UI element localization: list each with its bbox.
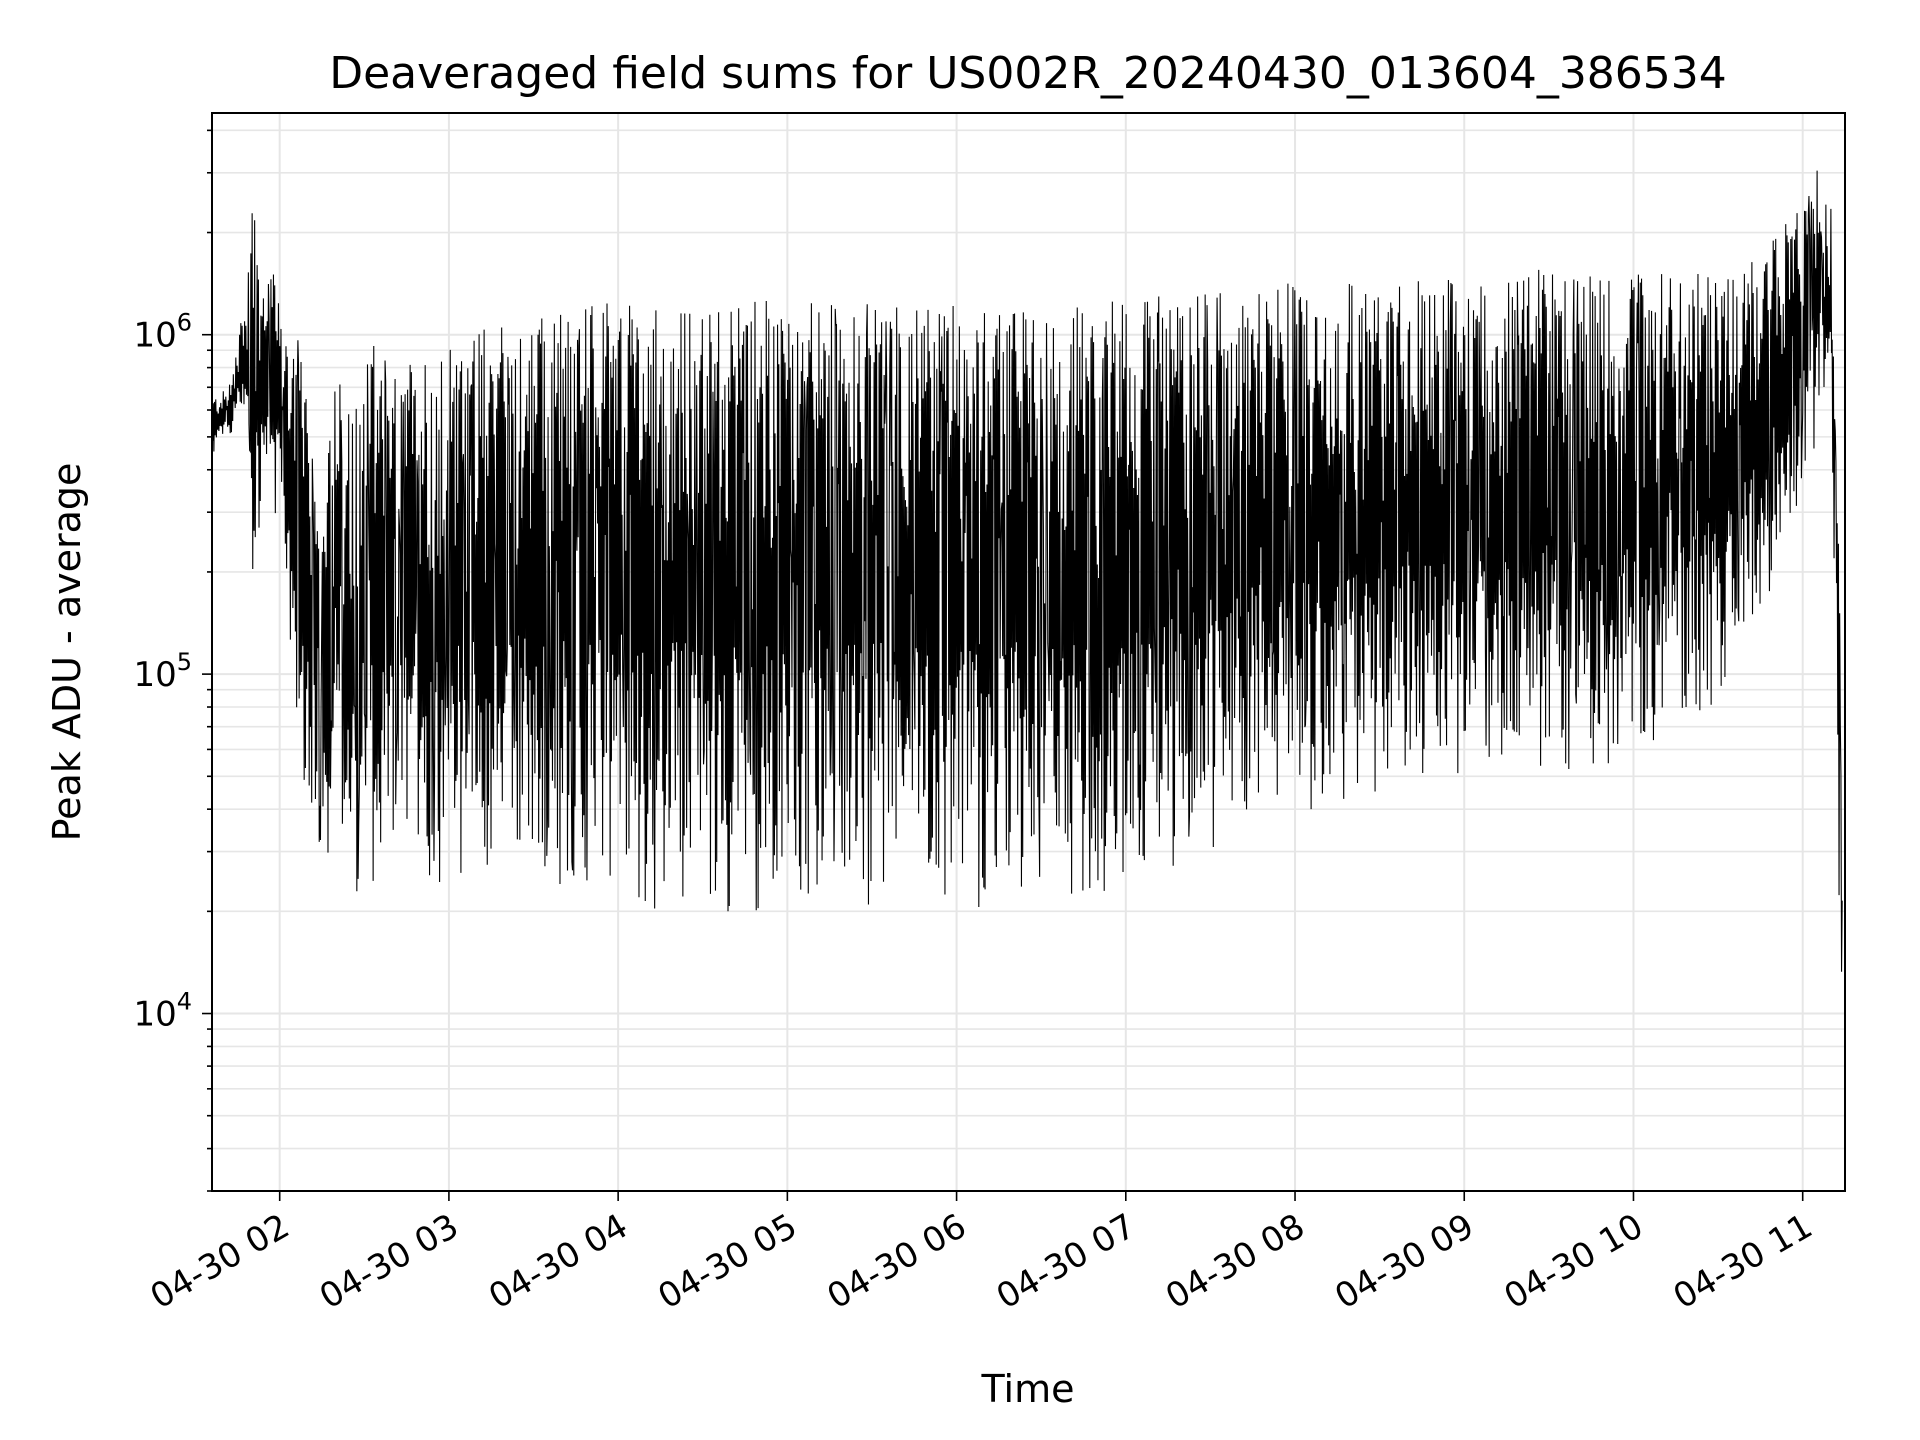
plot-frame [211, 112, 1846, 1192]
series-line [211, 170, 1843, 972]
y-tick-label: 106 [133, 309, 192, 356]
y-axis-label: Peak ADU - average [45, 463, 89, 842]
y-tick-label: 104 [133, 988, 192, 1035]
data-series [211, 170, 1843, 972]
chart-title: Deaveraged field sums for US002R_2024043… [329, 48, 1727, 99]
y-tick-label: 105 [133, 648, 192, 695]
x-axis-label: Time [981, 1367, 1075, 1411]
